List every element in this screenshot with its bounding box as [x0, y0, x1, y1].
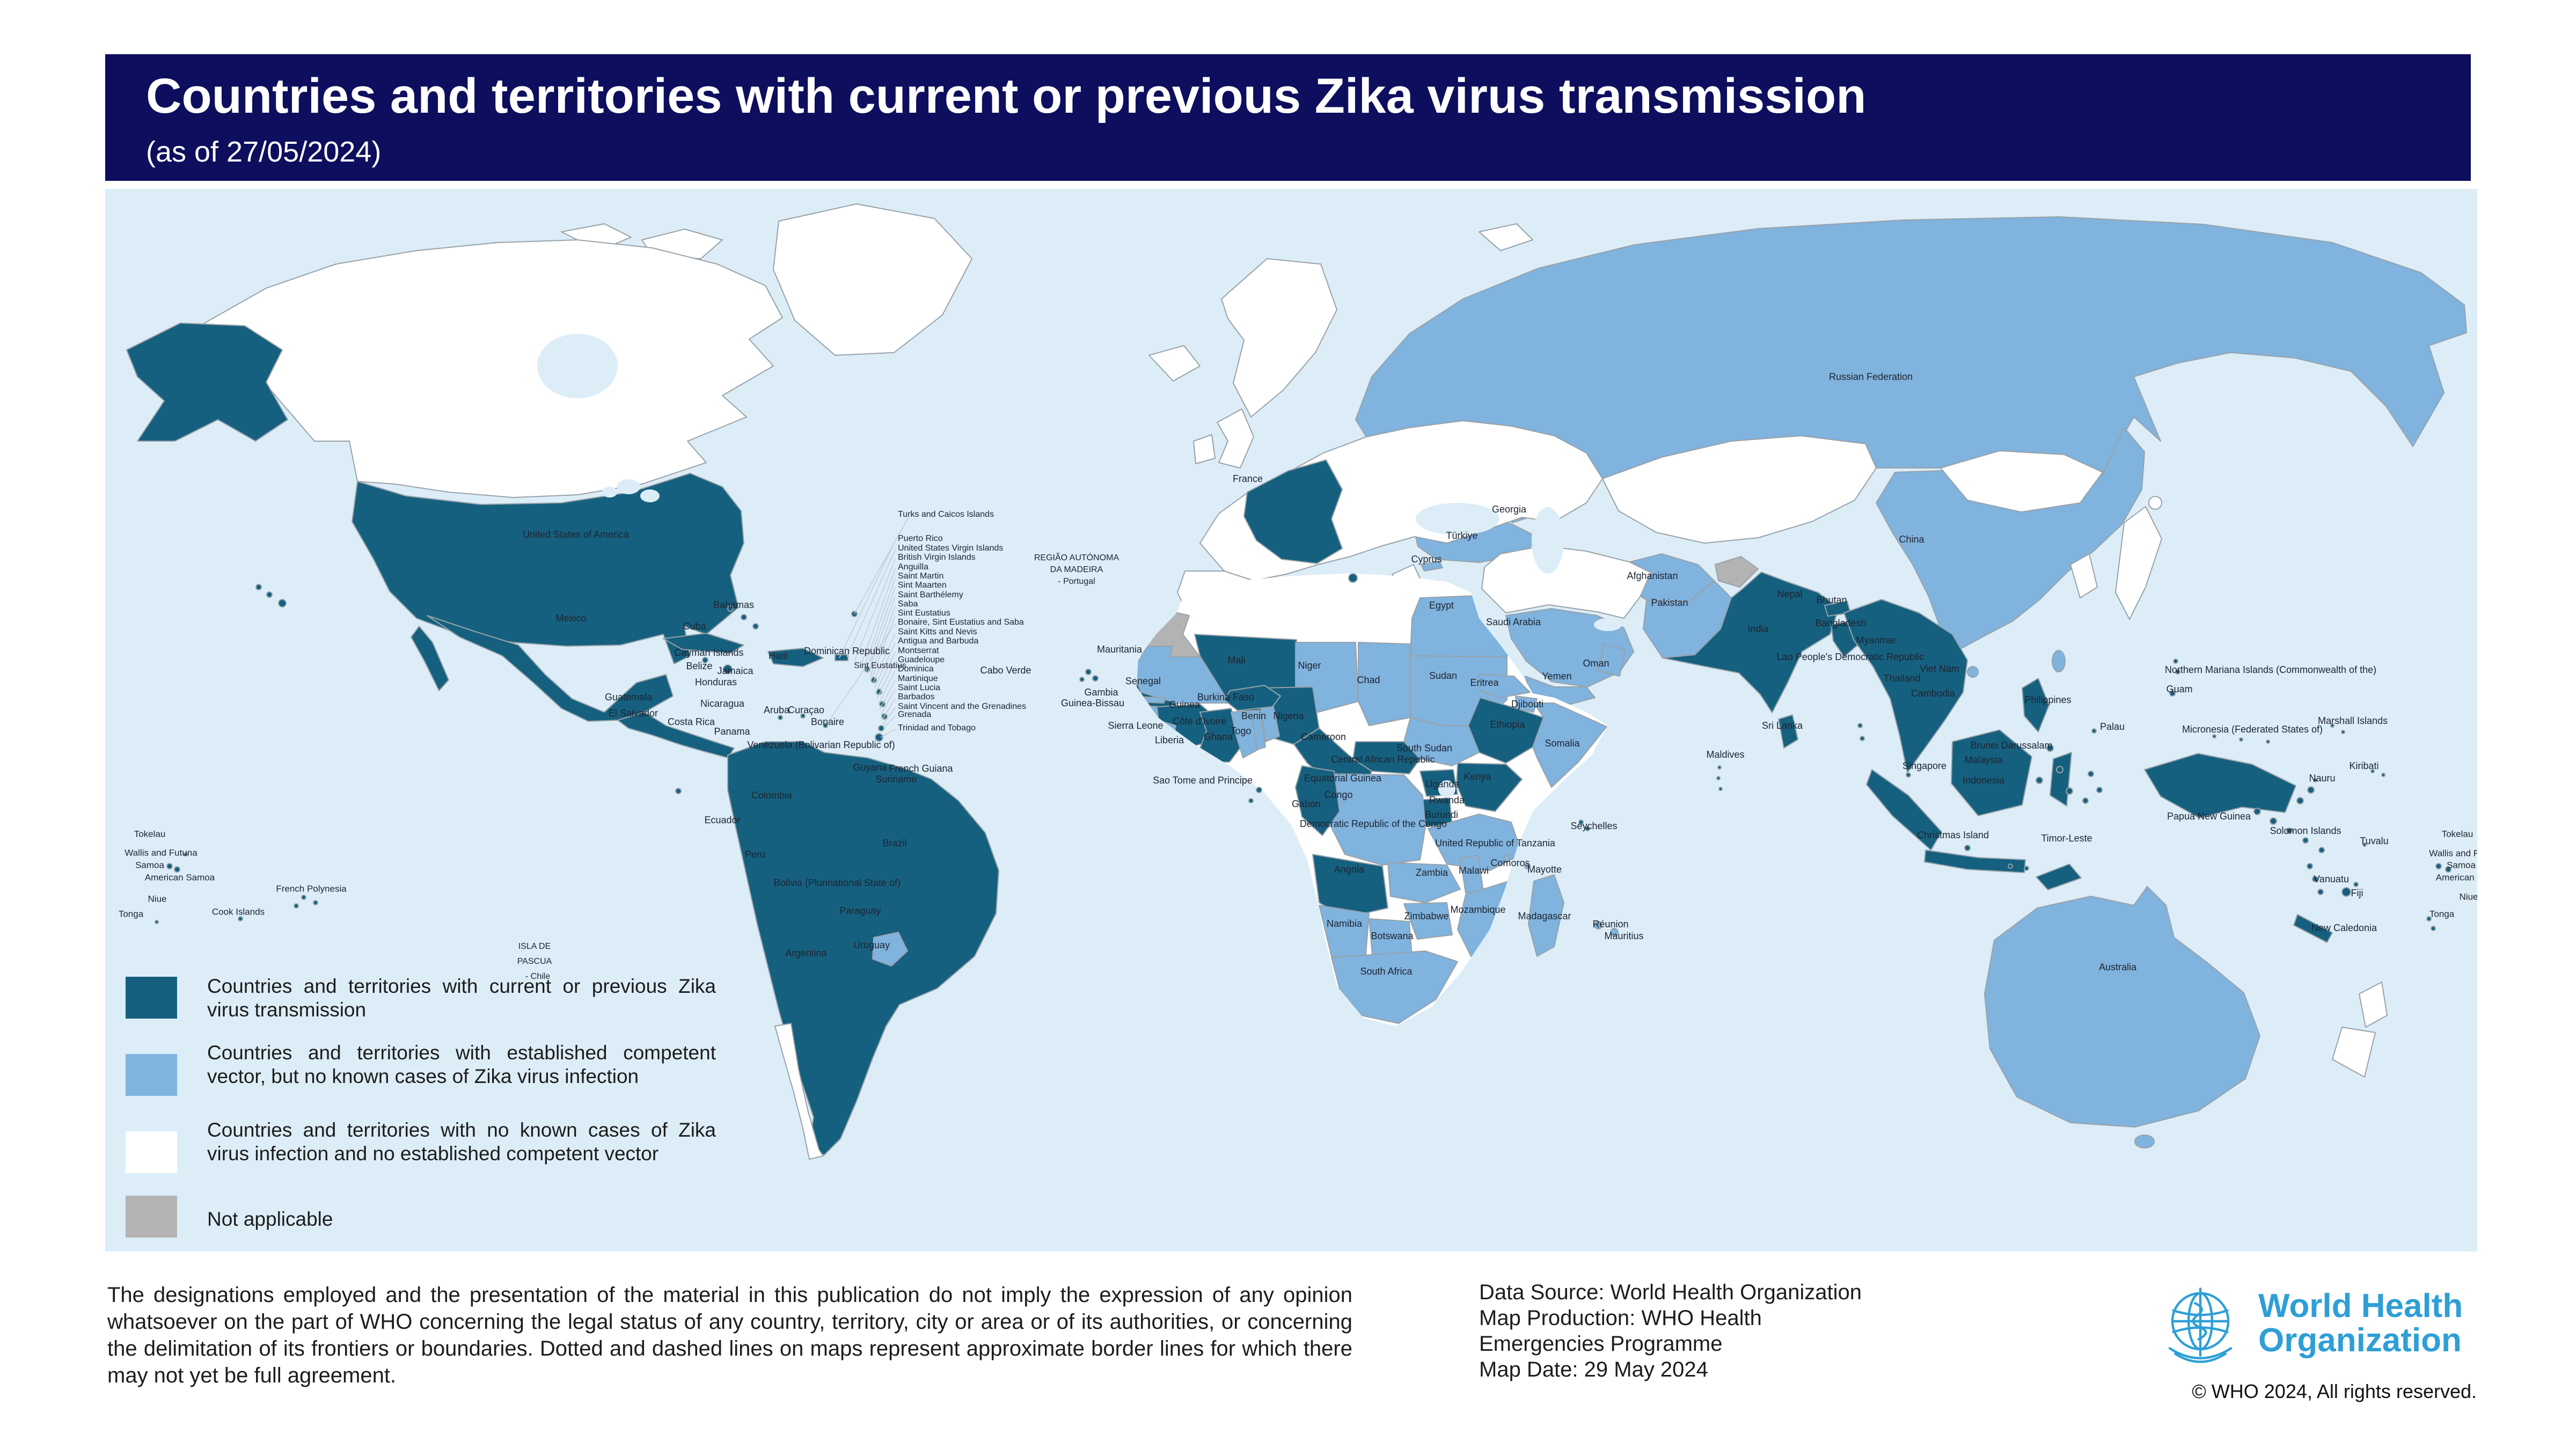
- legend-label: Not applicable: [207, 1208, 333, 1230]
- who-copyright: © WHO 2024, All rights reserved.: [2192, 1380, 2477, 1402]
- legend-item-not-applicable: Not applicable: [126, 1196, 737, 1238]
- legend-label: Countries and territories with current o…: [207, 975, 716, 1021]
- who-logo-block: World Health Organization: [2155, 1282, 2477, 1372]
- page-subtitle: (as of 27/05/2024): [146, 136, 382, 168]
- legend-item-vector: Countries and territories with establish…: [126, 1041, 737, 1096]
- data-source-block: Data Source: World Health Organization M…: [1479, 1279, 1862, 1382]
- world-map-svg: [126, 203, 2467, 1160]
- world-map: United States of America Mexico Bahamas Cub…: [105, 189, 2477, 1252]
- legend-label: Countries and territories with establish…: [207, 1042, 716, 1087]
- source-line: Map Date: 29 May 2024: [1479, 1358, 1708, 1381]
- header-band: Countries and territories with current o…: [105, 54, 2471, 181]
- who-emblem-icon: [2168, 1287, 2233, 1363]
- legend-label: Countries and territories with no known …: [207, 1119, 716, 1165]
- legend-item-transmission: Countries and territories with current o…: [126, 974, 737, 1021]
- disclaimer-text: The designations employed and the presen…: [107, 1283, 1352, 1387]
- who-wordmark: World Health Organization: [2258, 1287, 2463, 1359]
- legend-item-no-cases: Countries and territories with no known …: [126, 1118, 737, 1173]
- source-line: Map Production: WHO Health: [1479, 1306, 1762, 1330]
- legend-swatch-gray: [126, 1196, 177, 1238]
- source-line: Emergencies Programme: [1479, 1332, 1723, 1356]
- legend-swatch-white: [126, 1131, 177, 1173]
- page-title: Countries and territories with current o…: [146, 69, 1867, 123]
- source-line: Data Source: World Health Organization: [1479, 1280, 1862, 1304]
- legend-swatch-light-blue: [126, 1054, 177, 1096]
- legend-swatch-dark-blue: [126, 977, 177, 1019]
